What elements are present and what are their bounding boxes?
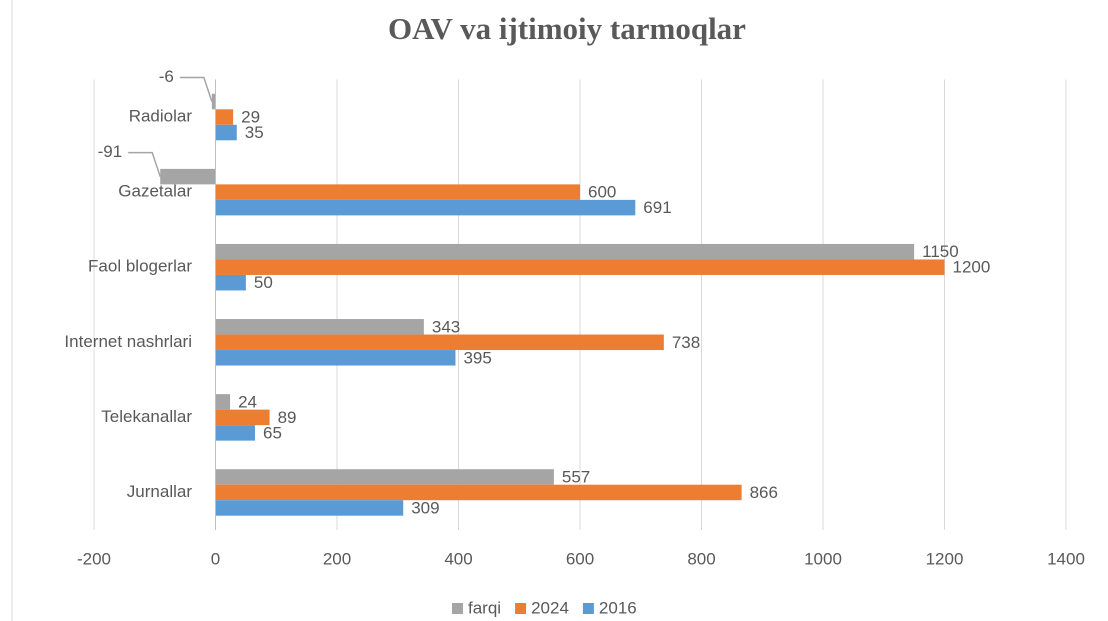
bar [215, 199, 636, 216]
data-label: 557 [562, 467, 590, 486]
y-tick-label: Telekanallar [101, 407, 192, 426]
x-tick-label: 400 [444, 549, 472, 568]
bar [211, 93, 216, 110]
data-label: 29 [241, 108, 260, 127]
bar [215, 124, 237, 141]
data-label: 89 [278, 408, 297, 427]
data-label: -91 [98, 142, 123, 161]
x-tick-label: 600 [566, 549, 594, 568]
chart-title: OAV va ijtimoiy tarmoqlar [388, 11, 746, 46]
bar [215, 484, 742, 501]
data-label: 691 [643, 198, 671, 217]
bar [215, 409, 270, 426]
y-tick-label: Internet nashrlari [64, 332, 192, 351]
x-tick-label: 800 [687, 549, 715, 568]
legend-label: 2016 [599, 598, 637, 617]
bar [215, 334, 664, 351]
bar [215, 500, 404, 516]
legend-label: farqi [468, 598, 501, 617]
legend-swatch [452, 603, 463, 614]
bar [215, 425, 255, 441]
bar [215, 274, 246, 291]
bar [215, 319, 424, 335]
bar [160, 168, 216, 185]
data-label: 1150 [922, 242, 959, 261]
data-label: 600 [588, 183, 616, 202]
x-tick-label: 1200 [926, 549, 964, 568]
data-label: 343 [432, 317, 460, 336]
x-tick-label: 1000 [804, 549, 842, 568]
legend-swatch [582, 603, 594, 614]
leader-line [179, 76, 213, 102]
data-label: 35 [245, 123, 264, 142]
y-tick-label: Jurnallar [127, 482, 193, 501]
data-label: 738 [672, 333, 700, 352]
data-label: 395 [463, 348, 491, 367]
y-tick-label: Faol blogerlar [88, 257, 192, 276]
data-label: 309 [411, 498, 439, 517]
bar [215, 259, 945, 275]
y-tick-label: Gazetalar [118, 182, 192, 201]
legend-swatch [515, 603, 527, 614]
bar [215, 243, 915, 260]
bar [215, 394, 231, 410]
data-label: 24 [238, 392, 257, 411]
data-label: 1200 [953, 258, 991, 277]
data-label: -6 [159, 67, 174, 86]
legend-label: 2024 [531, 598, 569, 617]
bar [215, 469, 554, 485]
data-label: 50 [254, 273, 273, 292]
leader-line [128, 151, 161, 177]
x-tick-label: 0 [211, 549, 220, 568]
x-tick-label: 200 [323, 549, 351, 568]
bar [215, 350, 456, 366]
bar [215, 109, 234, 125]
bar [215, 184, 580, 200]
y-tick-label: Radiolar [129, 107, 193, 126]
x-tick-label: -200 [77, 549, 111, 568]
x-tick-label: 1400 [1047, 549, 1085, 568]
data-label: 65 [263, 423, 282, 442]
data-label: 866 [750, 483, 778, 502]
